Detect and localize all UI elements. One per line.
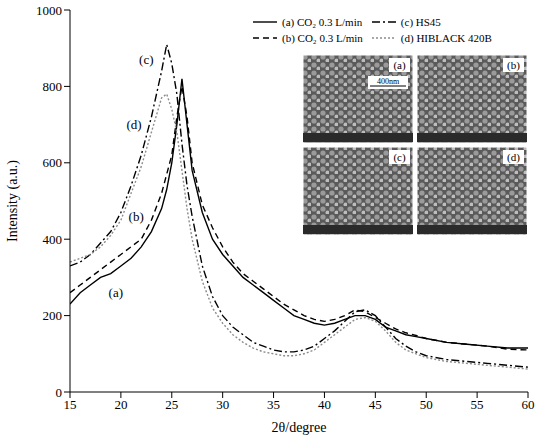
svg-text:(c): (c): [139, 52, 153, 67]
svg-text:200: 200: [43, 308, 63, 323]
svg-text:(b): (b): [507, 59, 520, 72]
svg-text:(b): (b): [129, 209, 144, 224]
html-text:(b) CO₂ 0.3 L/min: (b) CO₂ 0.3 L/min: [282, 32, 363, 44]
svg-text:Intensity (a.u.): Intensity (a.u.): [5, 160, 21, 242]
html-text:(c) HS45: (c) HS45: [400, 16, 441, 28]
svg-text:25: 25: [165, 397, 178, 412]
svg-text:1000: 1000: [36, 3, 62, 18]
svg-text:(c): (c): [393, 151, 406, 164]
svg-text:0: 0: [56, 385, 63, 400]
svg-text:30: 30: [216, 397, 229, 412]
html-text:(a) CO₂ 0.3 L/min: (a) CO₂ 0.3 L/min: [282, 16, 363, 28]
svg-text:15: 15: [64, 397, 77, 412]
svg-text:(d): (d): [507, 151, 520, 164]
svg-text:400: 400: [43, 232, 63, 247]
svg-text:(d): (d): [127, 117, 142, 132]
html-text:(d) HIBLACK 420B: (d) HIBLACK 420B: [400, 32, 492, 44]
svg-text:400nm: 400nm: [377, 77, 400, 86]
svg-text:2θ/degree: 2θ/degree: [272, 420, 327, 435]
svg-text:55: 55: [471, 397, 484, 412]
svg-text:45: 45: [369, 397, 382, 412]
svg-text:40: 40: [318, 397, 331, 412]
svg-text:35: 35: [267, 397, 280, 412]
svg-text:50: 50: [420, 397, 433, 412]
svg-text:(a): (a): [109, 285, 123, 300]
svg-text:20: 20: [114, 397, 127, 412]
svg-text:(a): (a): [393, 59, 406, 72]
svg-text:60: 60: [522, 397, 535, 412]
svg-text:600: 600: [43, 155, 63, 170]
svg-text:800: 800: [43, 79, 63, 94]
